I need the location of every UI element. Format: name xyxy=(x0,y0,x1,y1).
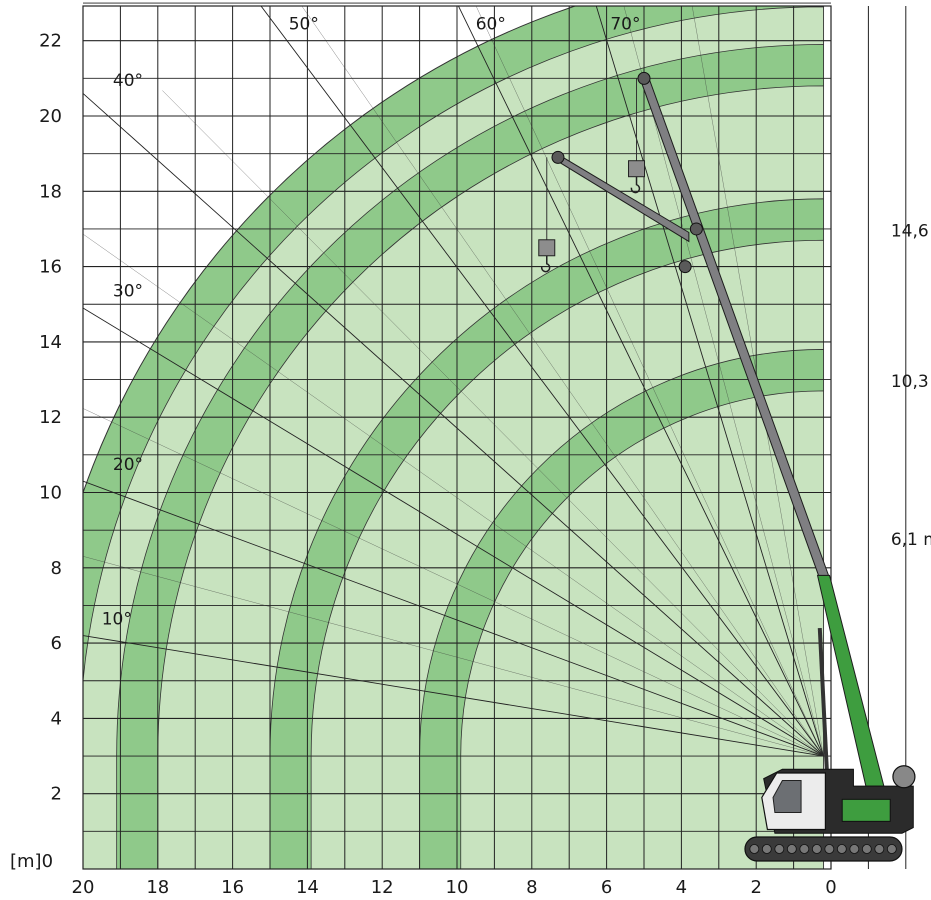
range-band-6 xyxy=(460,390,824,870)
y-tick-label-2: 2 xyxy=(51,784,62,805)
angle-ray-75 xyxy=(623,6,824,757)
angle-label-40: 40° xyxy=(113,71,143,91)
crawler-track xyxy=(744,836,903,862)
track-roller-5 xyxy=(811,844,822,854)
unit-label: [m]0 xyxy=(10,851,53,872)
boom-length-label-2: 14,6 m xyxy=(891,221,931,241)
plot-border xyxy=(82,5,832,870)
angle-line-50 xyxy=(260,6,824,757)
crawler-crane xyxy=(538,71,916,862)
angle-lines xyxy=(83,6,824,757)
y-tick-label-12: 12 xyxy=(39,407,62,428)
angle-line-10 xyxy=(83,635,824,757)
angle-label-10: 10° xyxy=(102,609,132,629)
angle-ray-45 xyxy=(162,90,824,757)
boom-pivot-wheel xyxy=(892,765,916,789)
boom-joint-0 xyxy=(637,71,651,85)
hook-block-0 xyxy=(628,160,646,178)
angle-line-60 xyxy=(457,6,824,757)
y-tick-label-22: 22 xyxy=(39,31,62,52)
track-roller-4 xyxy=(799,844,810,854)
y-tick-label-18: 18 xyxy=(39,181,62,202)
track-roller-7 xyxy=(836,844,847,854)
track-roller-10 xyxy=(874,844,885,854)
y-tick-label-14: 14 xyxy=(39,332,62,353)
track-roller-11 xyxy=(886,844,897,854)
working-range-fills xyxy=(83,6,825,870)
angle-ray-15 xyxy=(83,556,824,757)
hook-1 xyxy=(540,255,551,273)
angle-ray-80 xyxy=(691,6,824,757)
x-tick-label-14: 14 xyxy=(296,877,319,898)
x-tick-label-12: 12 xyxy=(371,877,394,898)
x-tick-label-10: 10 xyxy=(446,877,469,898)
x-tick-label-2: 2 xyxy=(750,877,761,898)
luffing-ram xyxy=(817,627,830,779)
angle-line-70 xyxy=(595,6,824,757)
boom-joint-2 xyxy=(678,260,692,274)
x-tick-label-8: 8 xyxy=(526,877,537,898)
y-tick-label-4: 4 xyxy=(51,708,62,729)
angle-label-50: 50° xyxy=(289,14,319,34)
angle-line-40 xyxy=(83,93,824,757)
boom-length-label-0: 6,1 m xyxy=(891,530,931,550)
track-roller-1 xyxy=(761,844,772,854)
track-roller-9 xyxy=(861,844,872,854)
x-tick-label-6: 6 xyxy=(601,877,612,898)
boom-length-label-1: 10,3 m xyxy=(891,372,931,392)
angle-line-20 xyxy=(83,480,824,757)
angle-ray-65 xyxy=(475,6,824,757)
track-roller-8 xyxy=(849,844,860,854)
grid xyxy=(82,2,907,870)
y-tick-label-20: 20 xyxy=(39,106,62,127)
angle-ray-25 xyxy=(83,408,824,757)
angle-label-70: 70° xyxy=(610,14,640,34)
hook-0 xyxy=(630,176,641,194)
x-tick-label-0: 0 xyxy=(825,877,836,898)
x-tick-label-18: 18 xyxy=(146,877,169,898)
angle-label-60: 60° xyxy=(476,14,506,34)
track-roller-6 xyxy=(824,844,835,854)
angle-label-30: 30° xyxy=(113,282,143,302)
track-roller-2 xyxy=(774,844,785,854)
counterweight-panel xyxy=(841,798,891,822)
x-tick-label-20: 20 xyxy=(72,877,95,898)
track-roller-3 xyxy=(786,844,797,854)
y-tick-label-8: 8 xyxy=(51,558,62,579)
angle-line-30 xyxy=(83,307,824,757)
boom-joint-1 xyxy=(689,222,703,236)
x-tick-label-16: 16 xyxy=(221,877,244,898)
y-tick-label-16: 16 xyxy=(39,257,62,278)
x-tick-label-4: 4 xyxy=(676,877,687,898)
track-roller-0 xyxy=(749,844,760,854)
angle-label-20: 20° xyxy=(113,455,143,475)
boom-joint-3 xyxy=(551,150,565,164)
angle-ray-55 xyxy=(301,6,824,757)
labels: 10°20°30°40°50°60°70°6,1 m10,3 m14,6 m20… xyxy=(10,14,931,898)
y-tick-label-10: 10 xyxy=(39,483,62,504)
angle-ray-35 xyxy=(83,233,824,757)
hook-block-1 xyxy=(538,239,556,257)
cab-window xyxy=(772,780,802,814)
y-tick-label-6: 6 xyxy=(51,633,62,654)
